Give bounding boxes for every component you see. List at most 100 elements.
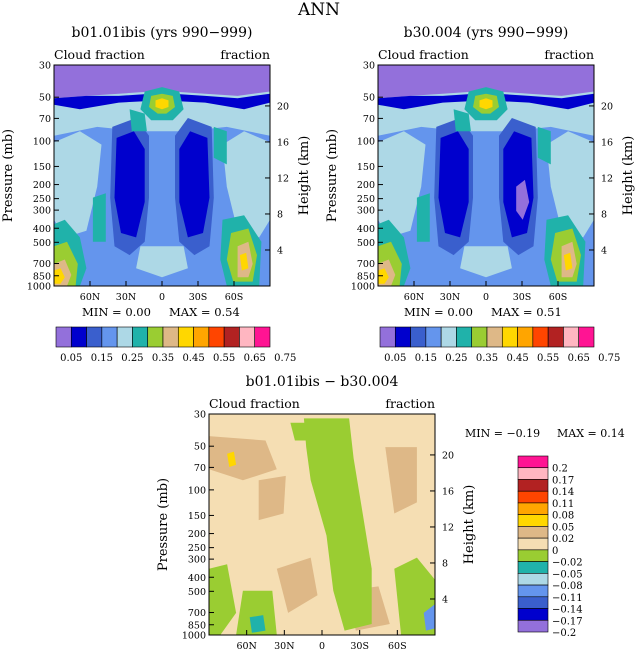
x-tick-label: 0 [159, 292, 165, 303]
y-tick-label: 1000 [182, 631, 206, 642]
colorbar-label: 0.45 [506, 353, 528, 364]
y-tick-label: 200 [357, 180, 375, 191]
colorbar-swatch [440, 326, 457, 348]
x-tick-label: 30S [189, 292, 208, 303]
y-tick-label: 400 [357, 224, 375, 235]
colorbar-swatch [379, 326, 396, 348]
x-tick-label: 60N [404, 292, 424, 303]
y-tick-label: 1000 [351, 282, 375, 293]
colorbar-swatch [517, 455, 549, 469]
colorbar-label: 0.55 [537, 353, 559, 364]
panel-difference: b01.01ibis − b30.004 Cloud fraction fracti… [156, 374, 625, 652]
y-tick-label: 300 [188, 555, 206, 566]
colorbar-label: 0.08 [552, 511, 574, 522]
max-value: MAX = 0.54 [169, 305, 240, 319]
y-tick-label: 700 [188, 608, 206, 619]
height-tick-label: 12 [601, 173, 613, 184]
contour-fill [54, 93, 270, 110]
min-value: MIN = 0.00 [82, 305, 151, 319]
colorbar-swatch [563, 326, 580, 348]
colorbar-swatch [486, 326, 503, 348]
colorbar-label: −0.14 [552, 605, 583, 616]
y-tick-label: 150 [33, 162, 51, 173]
contour-fill [129, 109, 147, 132]
colorbar-label: −0.05 [552, 569, 583, 580]
contour-fill [516, 179, 530, 220]
y-tick-label: 30 [363, 61, 375, 72]
contour-fill [438, 131, 469, 238]
colorbar-label: 0.25 [445, 353, 467, 364]
y-tick-label: 500 [188, 587, 206, 598]
colorbar-swatch [517, 573, 549, 586]
panel-model-2: b30.004 (yrs 990−999) Cloud fraction fract… [325, 25, 636, 319]
height-tick-label: 20 [442, 450, 454, 461]
y-tick-label: 200 [188, 529, 206, 540]
contour-fill [239, 252, 249, 271]
x-tick-label: 60S [225, 292, 244, 303]
colorbar-label: 0.05 [384, 353, 406, 364]
colorbar-label: −0.17 [552, 616, 583, 627]
height-tick-label: 8 [442, 558, 448, 569]
y-tick-label: 400 [188, 573, 206, 584]
contour-fill [249, 615, 266, 633]
contour-fill [136, 246, 188, 278]
colorbar-label: −0.2 [552, 628, 576, 639]
contour-fill [546, 131, 594, 238]
contour-fill [378, 65, 594, 99]
contour-fill [54, 131, 102, 238]
panel-right-label: fraction [544, 47, 594, 62]
panel-title: b01.01ibis (yrs 990−999) [72, 25, 253, 41]
panel-left-label: Cloud fraction [378, 47, 469, 62]
colorbar-label: 0.35 [152, 353, 174, 364]
colorbar-swatch [394, 326, 411, 348]
y-tick-label: 300 [33, 206, 51, 217]
colorbar-label: 0.14 [552, 487, 574, 498]
panel-right-label: fraction [220, 47, 270, 62]
colorbar-swatch [532, 326, 549, 348]
x-tick-label: 30N [440, 292, 460, 303]
y-tick-label: 250 [33, 194, 51, 205]
x-tick-label: 30S [513, 292, 532, 303]
contour-fill [416, 193, 430, 242]
panel-right-label: fraction [385, 396, 435, 411]
contour-fill [303, 418, 372, 631]
height-tick-label: 4 [442, 594, 448, 605]
colorbar-swatch [162, 326, 179, 348]
panel-left-label: Cloud fraction [209, 396, 300, 411]
y-tick-label: 200 [33, 180, 51, 191]
min-value: MIN = 0.00 [404, 305, 473, 319]
contour-fill [54, 65, 270, 99]
contour-fill [479, 98, 493, 110]
colorbar-swatch [517, 479, 549, 492]
contour-fill [54, 268, 65, 284]
colorbar-swatch [517, 467, 549, 480]
height-tick-label: 16 [442, 486, 454, 497]
colorbar-label: 0.45 [182, 353, 204, 364]
x-tick-label: 30N [116, 292, 136, 303]
colorbar-label: −0.02 [552, 558, 583, 569]
colorbar-swatch [517, 537, 549, 551]
colorbar-swatch [578, 326, 595, 348]
colorbar-absolute-1: 0.05 0.15 0.25 0.35 0.45 0.55 0.65 0.75 [55, 326, 296, 364]
colorbar-swatch [55, 326, 72, 348]
height-tick-label: 12 [277, 173, 289, 184]
max-value: MAX = 0.51 [491, 305, 562, 319]
height-tick-label: 4 [601, 245, 607, 256]
y-tick-label: 250 [188, 543, 206, 554]
x-tick-label: 60S [388, 641, 407, 652]
height-tick-label: 16 [601, 137, 613, 148]
colorbar-swatch [517, 584, 549, 598]
x-tick-label: 60S [549, 292, 568, 303]
contour-fill [385, 447, 417, 514]
height-tick-label: 16 [277, 137, 289, 148]
contour-fill [209, 564, 237, 635]
colorbar-swatch [239, 326, 256, 348]
colorbar-swatch [208, 326, 225, 348]
y-tick-label: 850 [357, 271, 375, 282]
colorbar-swatch [193, 326, 210, 348]
colorbar-label: 0.02 [552, 534, 574, 545]
min-value: MIN = −0.19 [465, 427, 540, 440]
height-tick-label: 8 [277, 209, 283, 220]
colorbar-swatch [517, 619, 549, 633]
